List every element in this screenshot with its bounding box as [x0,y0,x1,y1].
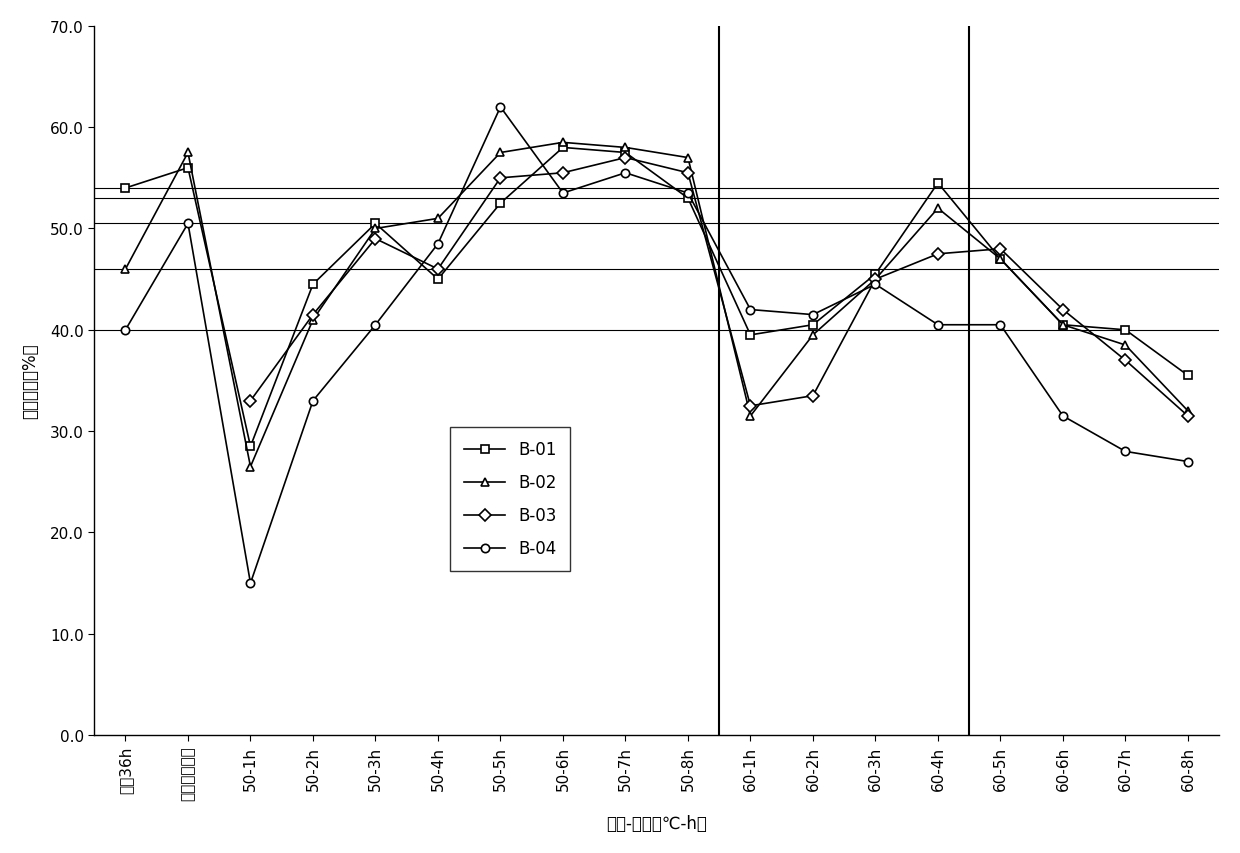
B-02 [430,214,445,224]
B-01 [993,254,1008,264]
B-03 [681,168,696,178]
B-04 [993,320,1008,330]
B-03 [430,264,445,275]
B-01 [930,178,945,189]
B-03 [556,168,570,178]
B-04 [1118,447,1133,457]
B-02 [993,254,1008,264]
B-04 [368,320,383,330]
B-01 [305,280,320,290]
B-03 [368,235,383,245]
B-01 [868,270,883,280]
B-03 [868,275,883,285]
B-02 [1055,320,1070,330]
B-03 [1055,305,1070,316]
B-02 [743,411,758,421]
B-03 [806,391,821,401]
B-01 [1118,325,1133,335]
B-04 [1180,457,1195,467]
B-02 [556,138,570,148]
Line: B-02: B-02 [122,139,1192,471]
Line: B-03: B-03 [247,154,1192,421]
B-02 [618,143,632,154]
B-04 [868,280,883,290]
Line: B-01: B-01 [122,144,1192,451]
B-01 [806,320,821,330]
B-01 [243,442,258,452]
B-01 [556,143,570,154]
B-02 [118,264,133,275]
B-02 [368,224,383,235]
B-03 [618,154,632,164]
B-02 [494,148,508,159]
B-01 [430,275,445,285]
B-03 [305,310,320,321]
B-02 [806,330,821,340]
B-04 [430,240,445,250]
X-axis label: 温度-时间（℃-h）: 温度-时间（℃-h） [606,815,707,833]
B-02 [681,154,696,164]
B-02 [1118,340,1133,351]
B-04 [743,305,758,316]
B-04 [118,325,133,335]
B-01 [681,194,696,204]
B-03 [993,244,1008,254]
Line: B-04: B-04 [122,103,1192,588]
B-04 [618,168,632,178]
B-02 [1180,406,1195,416]
B-01 [368,219,383,229]
B-02 [243,462,258,473]
Legend: B-01, B-02, B-03, B-04: B-01, B-02, B-03, B-04 [450,427,570,571]
B-04 [181,219,196,229]
B-01 [494,199,508,209]
B-01 [1055,320,1070,330]
B-01 [618,148,632,159]
B-01 [743,330,758,340]
B-04 [806,310,821,321]
Y-axis label: 整精米率（%）: 整精米率（%） [21,343,38,419]
B-03 [930,249,945,259]
B-02 [868,275,883,285]
B-03 [494,173,508,183]
B-01 [1180,371,1195,381]
B-04 [494,102,508,113]
B-02 [181,148,196,159]
B-02 [930,204,945,214]
B-04 [556,189,570,199]
B-04 [930,320,945,330]
B-04 [1055,411,1070,421]
B-03 [743,401,758,411]
B-03 [1180,411,1195,421]
B-03 [1118,356,1133,366]
B-02 [305,315,320,325]
B-01 [181,164,196,174]
B-04 [243,578,258,589]
B-03 [243,396,258,406]
B-04 [305,396,320,406]
B-04 [681,189,696,199]
B-01 [118,183,133,194]
